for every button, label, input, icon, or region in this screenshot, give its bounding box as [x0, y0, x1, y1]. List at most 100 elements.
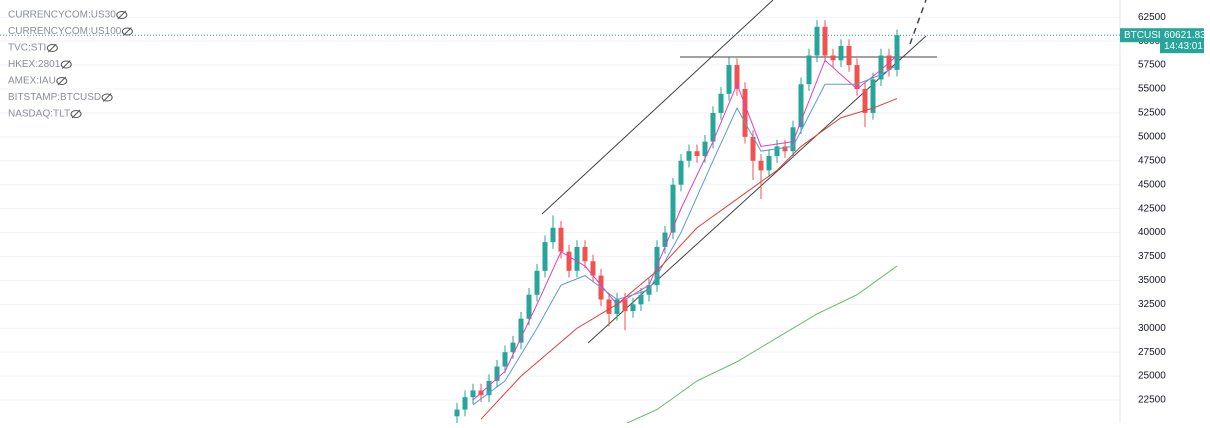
price-tag	[1160, 28, 1204, 54]
eye-slash	[47, 43, 57, 53]
y-tick-label: 40000	[1138, 227, 1166, 238]
eye-icon	[116, 11, 128, 19]
candle-body	[518, 318, 524, 343]
candle-body	[678, 160, 684, 185]
candle-body	[854, 65, 860, 90]
moving-average	[472, 55, 898, 401]
eye-icon	[70, 110, 82, 118]
moving-average	[624, 265, 898, 425]
y-tick-label: 47500	[1138, 155, 1166, 166]
legend-item: BITSTAMP:BTCUSD	[8, 92, 101, 103]
hide-icon[interactable]	[60, 60, 72, 69]
candle-body	[502, 352, 508, 367]
legend: CURRENCYCOM:US30 CURRENCYCOM:US100 TVC:STI…	[8, 10, 133, 120]
eye-slash	[71, 109, 81, 119]
y-tick-label: 42500	[1138, 203, 1166, 214]
projection-line	[909, 0, 927, 45]
candle-body	[590, 261, 596, 276]
candle-body	[694, 151, 700, 156]
eye-icon	[60, 60, 72, 69]
hide-icon[interactable]	[116, 10, 128, 20]
candle-body	[782, 146, 788, 152]
legend-item: TVC:STI	[8, 43, 46, 54]
eye-slash	[117, 10, 127, 20]
candle-body	[542, 242, 548, 271]
eye-icon	[121, 27, 133, 36]
candle-body	[734, 65, 740, 90]
candle-body	[814, 26, 820, 56]
candle-body	[510, 342, 516, 353]
candle-body	[574, 246, 580, 271]
y-tick-label: 52500	[1138, 108, 1166, 119]
hide-icon[interactable]	[56, 76, 68, 86]
hide-icon[interactable]	[121, 27, 133, 36]
y-tick-label: 57500	[1138, 60, 1166, 71]
eye-slash	[123, 27, 132, 36]
candle-body	[838, 45, 844, 61]
candle-body	[830, 55, 836, 61]
eye-slash	[57, 76, 67, 86]
candle-body	[470, 390, 476, 398]
hide-icon[interactable]	[46, 43, 58, 53]
candle-body	[462, 397, 468, 410]
candle-body	[662, 232, 668, 247]
candle-body	[582, 246, 588, 262]
candle-body	[790, 127, 796, 152]
candle-body	[742, 89, 748, 137]
candle-body	[486, 380, 492, 396]
legend-item: CURRENCYCOM:US100	[8, 26, 122, 37]
y-tick-label: 55000	[1138, 84, 1166, 95]
y-tick-label: 37500	[1138, 251, 1166, 262]
candle-body	[710, 112, 716, 142]
y-tick-label: 27500	[1138, 347, 1166, 358]
legend-item: NASDAQ:TLT	[8, 109, 70, 120]
grid	[0, 16, 1120, 401]
candle-body	[550, 227, 556, 243]
candle-body	[614, 299, 620, 314]
candle-body	[566, 251, 572, 271]
y-tick-label: 35000	[1138, 275, 1166, 286]
candle-body	[846, 45, 852, 66]
countdown-label: 14:43:01	[1164, 41, 1203, 52]
hide-icon[interactable]	[101, 93, 113, 102]
candle-body	[878, 55, 884, 80]
candle-body	[670, 184, 676, 233]
candle-body	[758, 160, 764, 171]
trend-line	[541, 0, 774, 215]
candle-body	[526, 294, 532, 319]
y-tick-label: 45000	[1138, 179, 1166, 190]
eye-icon	[56, 77, 68, 85]
eye-slash	[61, 60, 71, 69]
price-label: 60621.83	[1164, 30, 1206, 41]
candle-body	[894, 35, 900, 70]
candle-body	[806, 55, 812, 85]
moving-average	[480, 98, 898, 420]
eye-slash	[102, 93, 112, 102]
candle-body	[606, 299, 612, 314]
candle-body	[558, 227, 564, 252]
legend-item: HKEX:2801	[8, 59, 61, 70]
candle-body	[822, 26, 828, 56]
candle-body	[630, 304, 636, 312]
plot	[0, 20, 1120, 425]
candle-body	[870, 79, 876, 113]
eye-icon	[46, 44, 58, 52]
candle-body	[454, 409, 460, 417]
candle-body	[718, 93, 724, 113]
candle-body	[686, 151, 692, 161]
candle-body	[726, 65, 732, 94]
symbol-label: BTCUSD	[1124, 30, 1165, 41]
legend-item: CURRENCYCOM:US30	[8, 10, 116, 21]
y-tick-label: 25000	[1138, 371, 1166, 382]
hide-icon[interactable]	[70, 109, 82, 119]
y-tick-label: 30000	[1138, 323, 1166, 334]
eye-icon	[101, 93, 113, 102]
y-tick-label: 50000	[1138, 131, 1166, 142]
y-tick-label: 22500	[1138, 395, 1166, 406]
candle-body	[494, 366, 500, 381]
candle-body	[766, 155, 772, 171]
y-tick-label: 32500	[1138, 299, 1166, 310]
candle-body	[798, 84, 804, 128]
